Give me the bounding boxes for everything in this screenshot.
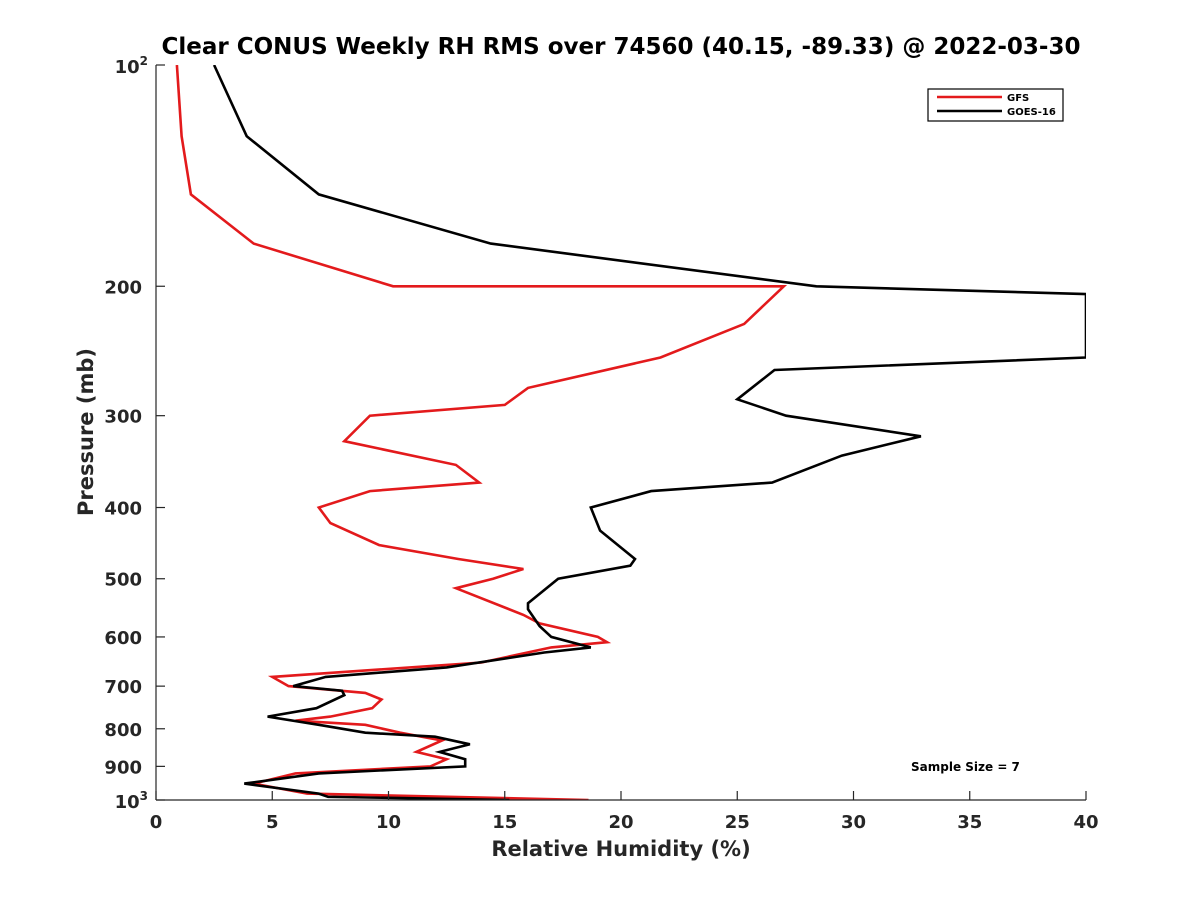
y-tick-label: 200 bbox=[104, 277, 142, 298]
series-line-gfs bbox=[175, 65, 788, 800]
x-axis-label: Relative Humidity (%) bbox=[491, 837, 750, 861]
x-tick-label: 20 bbox=[608, 812, 633, 833]
x-tick-group: 0 5 10 15 20 25 30 35 40 bbox=[150, 791, 1099, 833]
x-tick-label: 35 bbox=[957, 812, 982, 833]
legend-label-goes16: GOES-16 bbox=[1007, 107, 1056, 118]
y-tick-label: 400 bbox=[104, 499, 142, 520]
y-tick-label: 300 bbox=[104, 407, 142, 428]
x-tick-label: 5 bbox=[266, 812, 279, 833]
x-tick-label: 10 bbox=[376, 812, 401, 833]
y-axis-label: Pressure (mb) bbox=[74, 348, 98, 516]
y-tick-label: 600 bbox=[104, 628, 142, 649]
legend-box bbox=[927, 88, 1064, 122]
y-tick-label: 900 bbox=[104, 757, 142, 778]
chart-title: Clear CONUS Weekly RH RMS over 74560 (40… bbox=[162, 34, 1081, 60]
x-tick-label: 40 bbox=[1073, 812, 1098, 833]
series-line-goes16 bbox=[212, 65, 1086, 800]
y-tick-label: 102 bbox=[115, 54, 148, 78]
y-tick-label: 500 bbox=[104, 570, 142, 591]
x-tick-label: 15 bbox=[492, 812, 517, 833]
legend: GFS GOES-16 bbox=[927, 88, 1064, 122]
y-tick-label: 700 bbox=[104, 677, 142, 698]
x-tick-label: 0 bbox=[150, 812, 163, 833]
series-layer bbox=[175, 65, 1086, 800]
legend-label-gfs: GFS bbox=[1007, 93, 1029, 104]
x-tick-label: 25 bbox=[725, 812, 750, 833]
y-tick-label: 800 bbox=[104, 720, 142, 741]
x-tick-label: 30 bbox=[841, 812, 866, 833]
sample-size-annotation: Sample Size = 7 bbox=[911, 760, 1020, 774]
